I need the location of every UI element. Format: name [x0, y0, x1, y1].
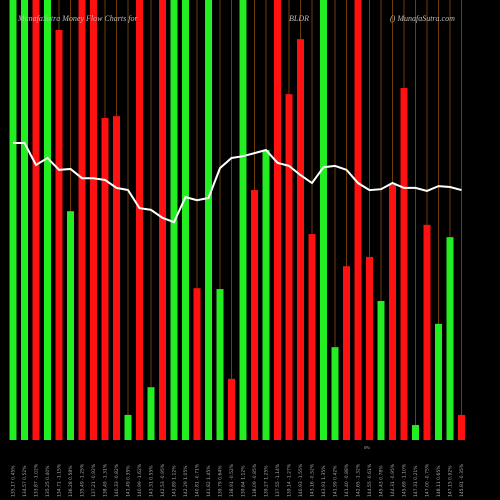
bar	[9, 0, 17, 440]
bar	[90, 0, 97, 440]
bar	[251, 190, 258, 440]
x-tick-label: 141.49 0.35%	[126, 465, 132, 497]
site: () MunafaSutra.com	[390, 14, 455, 23]
x-tick-label: 139.27 1.25%	[264, 465, 270, 497]
x-tick-label: 139.64 1.12%	[241, 465, 247, 497]
x-tick-label: 137.55 -1.14%	[275, 463, 281, 497]
bar	[285, 94, 293, 440]
bar	[159, 0, 166, 440]
flow-line	[13, 142, 462, 224]
bar	[136, 0, 143, 440]
x-tick-label: 147.31 0.21%	[413, 465, 419, 497]
bar	[377, 300, 385, 440]
chart-title: MunafaSutra Money Flow Charts for	[17, 14, 138, 23]
x-tick-label: 134.57 0.52%	[22, 465, 28, 497]
bar	[44, 0, 51, 440]
x-tick-label: 136.28 0.58%	[68, 465, 74, 497]
bar	[308, 234, 316, 440]
bar	[354, 0, 362, 440]
x-tick-label: 133.87 -1.02%	[34, 463, 40, 497]
bar	[262, 150, 270, 441]
bar	[32, 0, 40, 440]
x-tick-label: 139.14 -1.27%	[287, 463, 293, 497]
x-tick-label: 138.09 -0.85%	[252, 463, 258, 497]
x-tick-label: 138.49 -1.31%	[103, 463, 109, 497]
x-tick-label: 144.55 -0.61%	[367, 463, 373, 497]
x-tick-label: 147.15 0.92%	[448, 465, 454, 497]
bar	[101, 117, 109, 441]
x-tick-label: 142.29 1.05%	[183, 465, 189, 497]
x-tick-label: 148.11 0.65%	[436, 465, 442, 497]
bar	[228, 378, 235, 440]
x-tick-label: 147.00 -0.75%	[425, 463, 431, 497]
bar	[21, 0, 28, 440]
x-tick-label: 138.91 -0.52%	[229, 463, 235, 497]
bar	[366, 256, 373, 440]
bar	[458, 414, 465, 440]
bar	[320, 0, 327, 440]
x-tick-label: 139.79 0.64%	[218, 465, 224, 497]
bar	[113, 116, 120, 440]
x-tick-label: 140.93 -1.55%	[298, 463, 304, 497]
x-tick-label: 143.89 1.12%	[172, 465, 178, 497]
bar	[67, 211, 74, 440]
x-tick-label: 143.31 0.55%	[149, 465, 155, 497]
bar	[239, 0, 247, 440]
bar	[124, 414, 132, 440]
bar	[343, 266, 350, 440]
bar	[389, 184, 396, 440]
x-tick-label: 141.40 -0.88%	[344, 463, 350, 497]
x-tick-label: 143.16 -0.52%	[310, 463, 316, 497]
x-tick-label: 135.17 0.45%	[11, 465, 17, 497]
x-tick-label: 137.21 -0.92%	[91, 463, 97, 497]
bar	[216, 289, 224, 440]
bar	[78, 0, 86, 440]
x-tick-label: 141.82 1.45%	[206, 465, 212, 497]
x-tick-label: 145.81 -0.35%	[459, 463, 465, 497]
bar	[435, 323, 442, 440]
bar	[205, 0, 212, 440]
x-tick-label: 142.65 -1.32%	[356, 463, 362, 497]
bar	[446, 237, 454, 440]
symbol: BLDR	[289, 14, 309, 23]
bar	[331, 347, 339, 440]
x-tick-label: 143.91 1.35%	[321, 465, 327, 497]
x-tick-label: 140.81 -0.71%	[195, 463, 201, 497]
x-tick-label: 140.33 -0.82%	[114, 463, 120, 497]
bar	[412, 425, 419, 440]
x-tick-label: 141.99 0.42%	[333, 465, 339, 497]
x-tick-label: 144.31 -0.95%	[390, 463, 396, 497]
x-tick-label: 142.53 -0.95%	[160, 463, 166, 497]
bar	[193, 288, 201, 440]
x-tick-label: 134.71 -1.15%	[57, 463, 63, 497]
bar	[182, 0, 189, 440]
x-tick-label: 140.99 -1.62%	[137, 463, 143, 497]
bar	[400, 88, 408, 440]
x-tick-label: 135.25 0.40%	[45, 465, 51, 497]
bar	[147, 387, 155, 440]
x-tick-label: 145.43 0.78%	[379, 465, 385, 497]
bar	[55, 29, 63, 440]
x-tick-label: 135.49 -1.25%	[80, 463, 86, 497]
x-tick-label: 145.69 -1.10%	[402, 463, 408, 497]
bar	[297, 39, 304, 440]
bar	[423, 224, 431, 440]
bar	[274, 0, 281, 440]
zero-label: 0%	[364, 445, 370, 450]
